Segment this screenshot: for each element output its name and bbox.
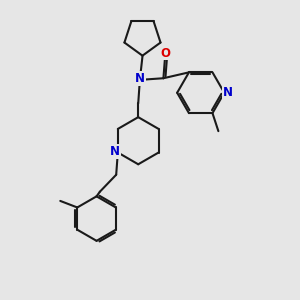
- Text: O: O: [160, 46, 170, 59]
- Text: N: N: [135, 72, 145, 85]
- Text: N: N: [223, 86, 233, 99]
- Text: N: N: [110, 145, 120, 158]
